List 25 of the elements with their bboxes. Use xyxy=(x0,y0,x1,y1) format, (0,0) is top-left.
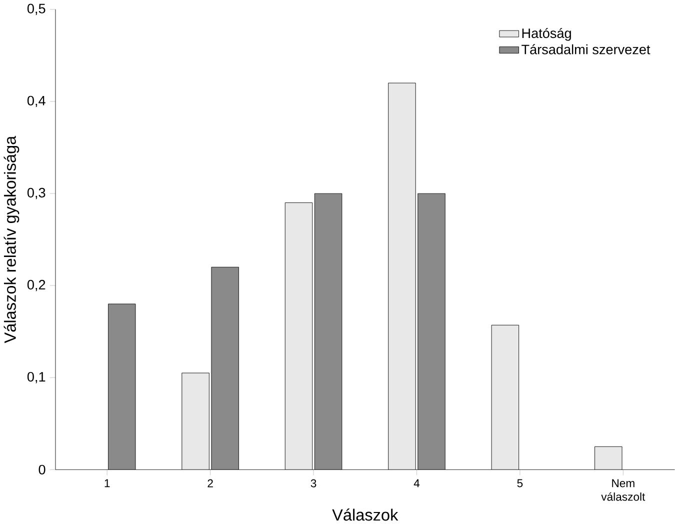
bar xyxy=(108,304,136,470)
legend-label: Hatóság xyxy=(522,28,571,41)
x-tick-label: 3 xyxy=(310,479,316,488)
bar xyxy=(418,193,446,470)
x-tick-label: 5 xyxy=(517,479,523,487)
y-tick-label: 0,1 xyxy=(27,372,46,383)
y-tick-label: 0,5 xyxy=(27,4,46,15)
y-tick-label: 0,2 xyxy=(27,280,46,291)
bar xyxy=(594,446,622,470)
bar xyxy=(285,202,312,470)
bar xyxy=(182,372,210,470)
y-axis-title: Válaszok relatív gyakorisága xyxy=(4,136,20,343)
x-tick-label: 2 xyxy=(208,479,213,487)
bar xyxy=(211,266,239,470)
x-tick-label: 4 xyxy=(414,479,420,487)
bar xyxy=(314,193,342,470)
y-tick-label: 0,4 xyxy=(27,96,46,107)
x-axis-title: Válaszok xyxy=(332,508,398,520)
bar xyxy=(492,324,519,470)
x-tick-label: Nem válaszolt xyxy=(601,479,646,501)
legend-label: Társadalmi szervezet xyxy=(522,44,650,54)
bar xyxy=(388,82,416,470)
y-tick-label: 0,3 xyxy=(27,188,46,199)
y-tick-label: 0 xyxy=(38,464,46,474)
x-tick-label: 1 xyxy=(104,479,110,487)
